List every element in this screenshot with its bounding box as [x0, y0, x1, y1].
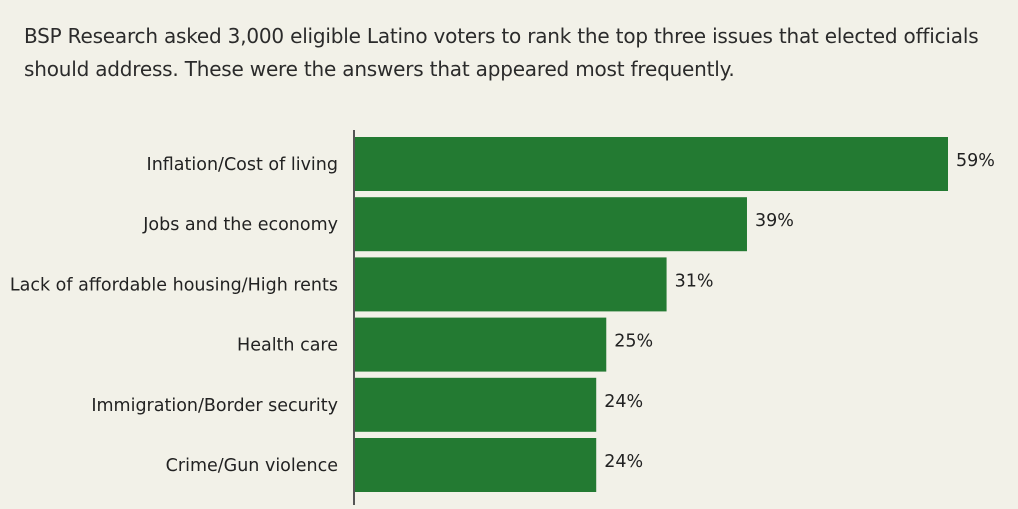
category-label-4: Immigration/Border security	[91, 396, 338, 416]
value-label-0: 59%	[956, 151, 995, 171]
bar-2	[355, 257, 667, 312]
value-label-1: 39%	[755, 211, 794, 231]
bar-3	[355, 317, 607, 372]
category-label-5: Crime/Gun violence	[166, 456, 338, 476]
category-label-3: Health care	[237, 336, 338, 356]
category-label-2: Lack of affordable housing/High rents	[10, 275, 338, 295]
value-label-5: 24%	[604, 452, 643, 472]
bar-0	[355, 137, 948, 191]
category-label-0: Inflation/Cost of living	[147, 155, 338, 175]
bar-1	[355, 197, 747, 252]
value-label-2: 31%	[675, 271, 714, 291]
bars-group: Inflation/Cost of living 59% Jobs and the …	[10, 137, 995, 492]
category-label-1: Jobs and the economy	[142, 215, 338, 235]
chart-subtitle: BSP Research asked 3,000 eligible Latino…	[24, 24, 979, 81]
value-label-4: 24%	[604, 392, 643, 412]
bar-5	[355, 438, 597, 492]
bar-4	[355, 377, 597, 432]
value-label-3: 25%	[614, 332, 653, 352]
